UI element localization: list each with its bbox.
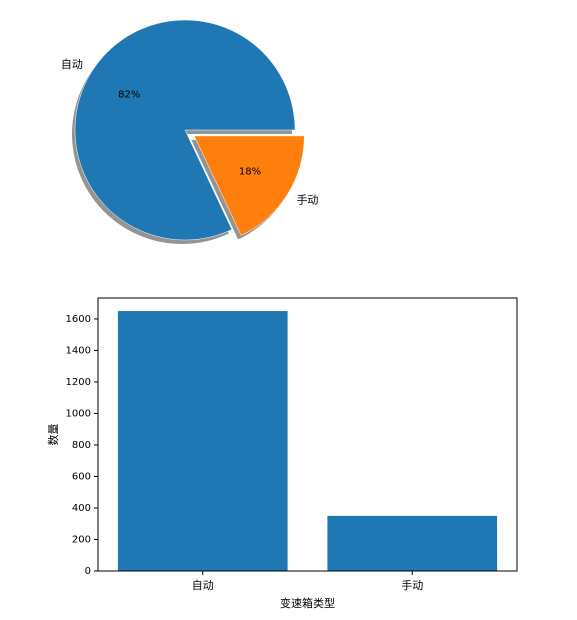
y-tick-label: 1200 bbox=[66, 377, 91, 388]
y-tick-label: 800 bbox=[72, 440, 91, 451]
slice-label: 自动 bbox=[61, 58, 83, 71]
slice-label: 手动 bbox=[296, 193, 318, 207]
y-tick-label: 1600 bbox=[66, 314, 91, 325]
x-tick-label: 自动 bbox=[192, 579, 214, 592]
y-axis-label: 数量 bbox=[47, 424, 60, 446]
bar bbox=[327, 515, 498, 571]
y-tick-label: 600 bbox=[72, 471, 91, 482]
y-tick-label: 400 bbox=[72, 503, 91, 514]
bar bbox=[117, 311, 288, 571]
y-tick-label: 0 bbox=[85, 566, 91, 577]
y-tick-label: 1400 bbox=[66, 345, 91, 356]
pct-label: 18% bbox=[239, 166, 261, 177]
x-axis-label: 变速箱类型 bbox=[280, 596, 335, 610]
y-tick-label: 200 bbox=[72, 534, 91, 545]
pie-slice bbox=[74, 19, 296, 241]
y-tick-label: 1000 bbox=[66, 408, 91, 419]
pie-slice bbox=[193, 135, 305, 236]
axes-frame bbox=[97, 297, 518, 572]
pct-label: 82% bbox=[118, 90, 140, 101]
x-tick-label: 手动 bbox=[401, 578, 423, 592]
